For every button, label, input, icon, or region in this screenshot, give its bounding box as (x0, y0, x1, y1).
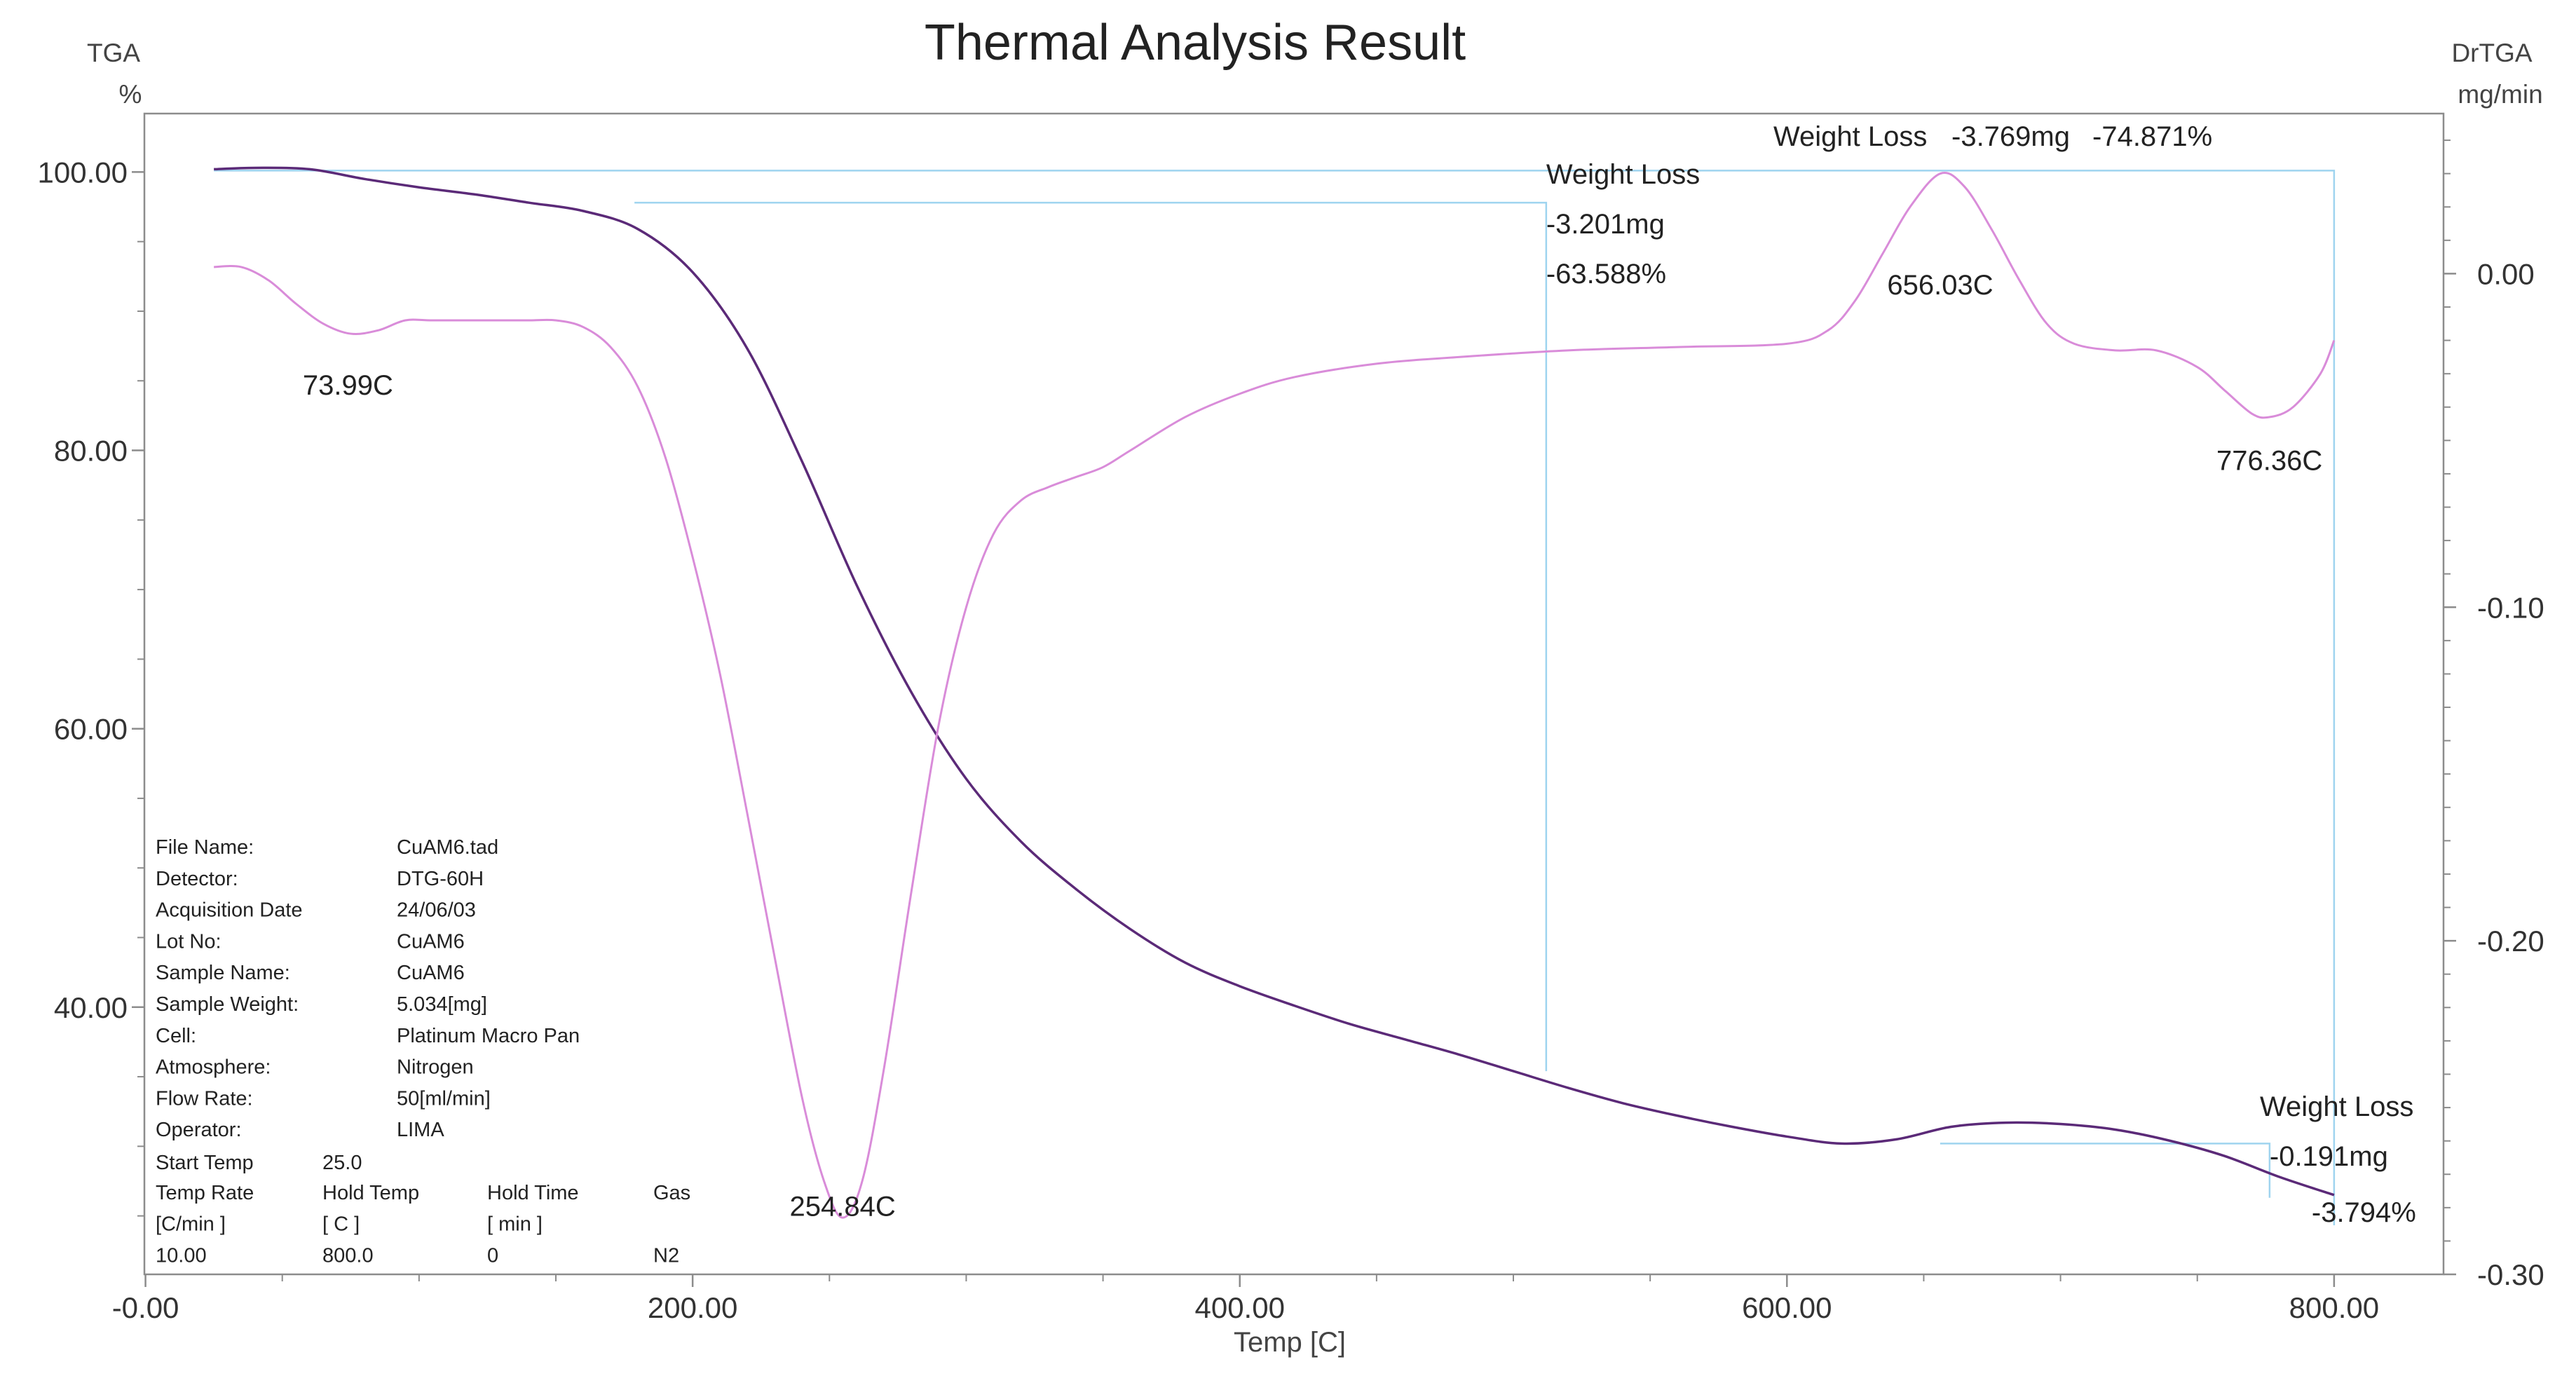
program-cell: 10.00 (156, 1244, 207, 1267)
weight-loss-1-title: Weight Loss (1546, 159, 1700, 190)
program-cell: N2 (653, 1244, 679, 1267)
program-cell: [C/min ] (156, 1213, 226, 1236)
info-value: Platinum Macro Pan (397, 1025, 580, 1047)
right-axis-name: DrTGA (2451, 39, 2532, 67)
info-key: Atmosphere: (156, 1056, 271, 1079)
weight-loss-3-percent: -3.794% (2312, 1197, 2416, 1228)
info-key: File Name: (156, 836, 254, 859)
axis-ticks-layer: -0.00 200.00 400.00 600.00 800.0040.0060.008… (38, 139, 2544, 1324)
info-value: LIMA (397, 1119, 444, 1141)
info-value: Nitrogen (397, 1056, 474, 1079)
annotations-layer: 73.99C 254.84C 656.03C 776.36C (303, 270, 2322, 1222)
program-cell: Hold Temp (322, 1182, 419, 1204)
info-key: Flow Rate: (156, 1087, 253, 1110)
left-tick-label: 80.00 (54, 435, 128, 468)
info-key: Operator: (156, 1119, 242, 1141)
weight-loss-overall-mass: -3.769mg (1951, 121, 2070, 152)
right-tick-label: 0.00 (2477, 257, 2535, 290)
peak-label-2: 656.03C (1887, 270, 1993, 301)
right-tick-label: -0.20 (2477, 925, 2544, 958)
right-axis-unit: mg/min (2458, 80, 2542, 109)
info-key: Detector: (156, 868, 238, 890)
sample-info-panel: File Name: CuAM6.tad Detector: DTG-60H Acqui… (156, 836, 690, 1267)
info-key: Lot No: (156, 930, 222, 953)
program-cell: Temp Rate (156, 1182, 254, 1204)
weight-loss-bracket-overall (214, 170, 2336, 1225)
info-value: 50[ml/min] (397, 1087, 491, 1110)
weight-loss-1-percent: -63.588% (1546, 259, 1666, 289)
weight-loss-overall-label: Weight Loss (1773, 121, 1927, 152)
drtga-curve (214, 172, 2336, 1219)
left-axis-unit: % (119, 80, 142, 109)
weight-loss-markers-layer: Weight Loss -3.201mg -63.588% Weight Loss -3… (214, 121, 2416, 1228)
x-tick-label: 400.00 (1194, 1291, 1284, 1324)
info-key: Cell: (156, 1025, 196, 1047)
info-value: CuAM6 (397, 930, 465, 953)
tga-curve (214, 166, 2335, 1197)
program-cell: [ C ] (322, 1213, 360, 1236)
info-value: 24/06/03 (397, 899, 476, 922)
info-key: Sample Name: (156, 962, 290, 984)
program-start-value: 25.0 (322, 1152, 362, 1174)
right-tick-label: -0.10 (2477, 591, 2544, 624)
info-key: Sample Weight: (156, 993, 299, 1016)
program-cell: 0 (487, 1244, 498, 1267)
plot-frame (143, 112, 2445, 1276)
series-layer (214, 166, 2336, 1219)
left-tick-label: 100.00 (38, 156, 128, 189)
left-tick-label: 60.00 (54, 713, 128, 746)
program-cell: Gas (653, 1182, 690, 1204)
peak-label-3: 776.36C (2216, 445, 2322, 476)
program-cell: 800.0 (322, 1244, 374, 1267)
info-value: 5.034[mg] (397, 993, 487, 1016)
program-cell: [ min ] (487, 1213, 543, 1236)
info-value: DTG-60H (397, 868, 484, 890)
weight-loss-1-mass: -3.201mg (1546, 209, 1665, 240)
weight-loss-3-title: Weight Loss (2260, 1091, 2413, 1122)
info-value: CuAM6.tad (397, 836, 498, 859)
x-tick-label: 200.00 (648, 1291, 737, 1324)
x-tick-label: 800.00 (2289, 1291, 2379, 1324)
weight-loss-bracket-1 (634, 201, 1548, 1072)
info-value: CuAM6 (397, 962, 465, 984)
x-axis-title: Temp [C] (1234, 1327, 1346, 1358)
chart-title: Thermal Analysis Result (925, 15, 1466, 71)
x-tick-label: -0.00 (112, 1291, 179, 1324)
right-tick-label: -0.30 (2477, 1258, 2544, 1291)
left-tick-label: 40.00 (54, 991, 128, 1024)
peak-label-0: 73.99C (303, 370, 393, 401)
program-cell: Hold Time (487, 1182, 579, 1204)
weight-loss-overall-percent: -74.871% (2092, 121, 2212, 152)
x-tick-label: 600.00 (1742, 1291, 1832, 1324)
peak-label-1: 254.84C (790, 1192, 896, 1222)
weight-loss-bracket-3 (1940, 1143, 2271, 1198)
info-key: Acquisition Date (156, 899, 303, 922)
left-axis-name: TGA (87, 39, 140, 67)
program-start-label: Start Temp (156, 1152, 254, 1174)
weight-loss-3-mass: -0.191mg (2270, 1141, 2388, 1172)
